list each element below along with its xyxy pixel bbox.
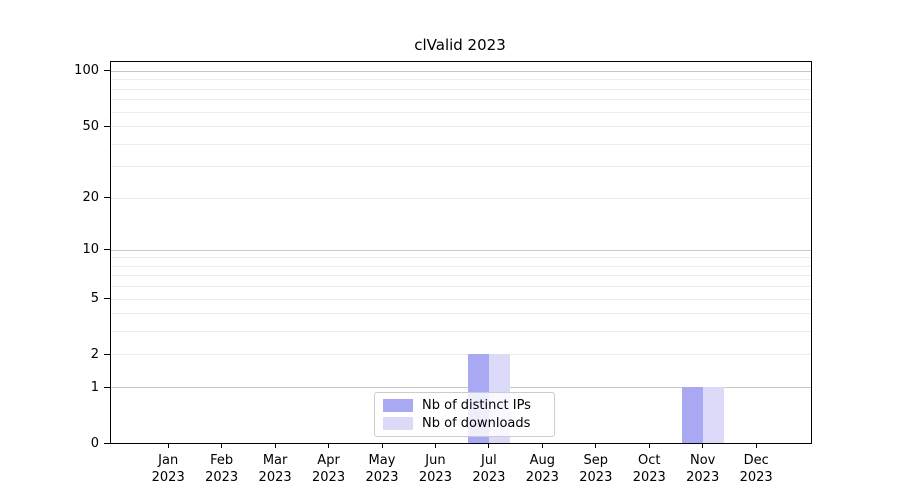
minor-gridline (111, 88, 811, 90)
x-axis-tick (702, 443, 704, 448)
plot-area: 0 1 2 5 10 20 50 100 Jan 2023 Feb 2023 Mar 2023 Apr… (74, 61, 812, 485)
x-axis-tick (541, 443, 543, 448)
minor-gridline (111, 257, 811, 259)
minor-gridline (111, 143, 811, 145)
y-axis-tick-label: 10 (82, 242, 99, 258)
y-axis-tick (104, 249, 110, 251)
major-gridline (111, 70, 811, 72)
y-axis-tick (104, 125, 110, 127)
x-axis-tick (648, 443, 650, 448)
y-axis-tick (104, 298, 110, 300)
minor-gridline (111, 331, 811, 333)
chart-title: clValid 2023 (414, 36, 506, 54)
x-axis-tick-label: Oct 2023 (632, 453, 666, 485)
minor-gridline (111, 79, 811, 81)
minor-gridline (111, 265, 811, 267)
y-axis-tick (104, 353, 110, 355)
x-axis-tick-label: May 2023 (365, 453, 399, 485)
minor-gridline (111, 286, 811, 288)
legend-label-distinct-ips: Nb of distinct IPs (422, 397, 531, 413)
minor-gridline (111, 275, 811, 277)
minor-gridline (111, 298, 811, 300)
legend-item-distinct-ips: Nb of distinct IPs (383, 397, 546, 413)
x-axis-tick-label: Mar 2023 (258, 453, 292, 485)
minor-gridline (111, 126, 811, 128)
x-axis-tick (328, 443, 330, 448)
y-axis-tick-label: 1 (90, 379, 99, 395)
legend-label-downloads: Nb of downloads (422, 415, 531, 431)
minor-gridline (111, 313, 811, 315)
minor-gridline (111, 166, 811, 168)
legend-swatch-downloads (383, 417, 413, 430)
x-axis-tick (434, 443, 436, 448)
x-axis-tick-label: Aug 2023 (525, 453, 559, 485)
legend: Nb of distinct IPs Nb of downloads (374, 392, 555, 437)
x-axis-tick-label: Sep 2023 (579, 453, 613, 485)
y-axis-tick (104, 386, 110, 388)
y-axis-tick-label: 20 (82, 190, 99, 206)
x-axis-tick (755, 443, 757, 448)
x-axis-tick-label: Feb 2023 (205, 453, 239, 485)
x-axis-tick-label: Jan 2023 (151, 453, 185, 485)
y-axis-tick-label: 5 (90, 291, 99, 307)
x-axis-tick (274, 443, 276, 448)
x-axis-tick-label: Nov 2023 (686, 453, 720, 485)
x-axis-tick (595, 443, 597, 448)
minor-gridline (111, 111, 811, 113)
y-axis-tick (104, 442, 110, 444)
x-axis-tick-label: Dec 2023 (739, 453, 773, 485)
y-axis-tick (104, 70, 110, 72)
y-axis-tick-label: 2 (90, 346, 99, 362)
y-axis-tick-label: 50 (82, 118, 99, 134)
major-gridline (111, 249, 811, 251)
bar-nb-of-distinct-ips (681, 387, 703, 443)
x-axis-tick-label: Jul 2023 (472, 453, 506, 485)
bar-nb-of-downloads (702, 387, 724, 443)
legend-item-downloads: Nb of downloads (383, 415, 546, 431)
legend-swatch-distinct-ips (383, 399, 413, 412)
major-gridline (111, 387, 811, 389)
y-axis-tick (104, 197, 110, 199)
x-axis-tick (381, 443, 383, 448)
x-axis-tick (488, 443, 490, 448)
x-axis-tick (221, 443, 223, 448)
minor-gridline (111, 197, 811, 199)
y-axis-tick-label: 0 (90, 435, 99, 451)
y-axis-tick-label: 100 (74, 63, 99, 79)
minor-gridline (111, 99, 811, 101)
x-axis-tick-label: Jun 2023 (418, 453, 452, 485)
x-axis-tick-label: Apr 2023 (312, 453, 346, 485)
minor-gridline (111, 354, 811, 356)
x-axis-tick (167, 443, 169, 448)
